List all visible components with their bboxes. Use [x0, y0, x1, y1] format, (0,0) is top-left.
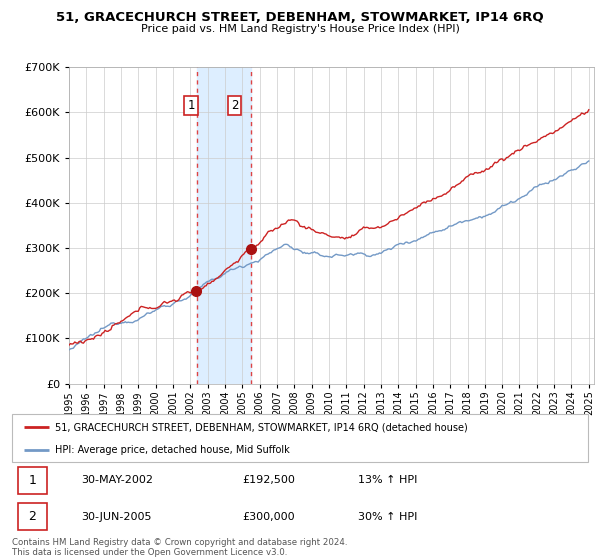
Text: 13% ↑ HPI: 13% ↑ HPI [358, 475, 417, 485]
Text: £300,000: £300,000 [242, 512, 295, 521]
FancyBboxPatch shape [18, 503, 47, 530]
Text: 30% ↑ HPI: 30% ↑ HPI [358, 512, 417, 521]
Text: 30-JUN-2005: 30-JUN-2005 [81, 512, 152, 521]
Text: £192,500: £192,500 [242, 475, 295, 485]
Text: 1: 1 [28, 474, 36, 487]
Text: 1: 1 [187, 99, 195, 111]
FancyBboxPatch shape [18, 466, 47, 494]
Text: 30-MAY-2002: 30-MAY-2002 [81, 475, 153, 485]
Text: Price paid vs. HM Land Registry's House Price Index (HPI): Price paid vs. HM Land Registry's House … [140, 24, 460, 34]
Text: HPI: Average price, detached house, Mid Suffolk: HPI: Average price, detached house, Mid … [55, 445, 290, 455]
Text: 51, GRACECHURCH STREET, DEBENHAM, STOWMARKET, IP14 6RQ (detached house): 51, GRACECHURCH STREET, DEBENHAM, STOWMA… [55, 422, 468, 432]
Text: 2: 2 [231, 99, 238, 111]
Text: Contains HM Land Registry data © Crown copyright and database right 2024.
This d: Contains HM Land Registry data © Crown c… [12, 538, 347, 557]
Bar [197, 67, 251, 384]
Text: 2: 2 [28, 510, 36, 523]
Text: 51, GRACECHURCH STREET, DEBENHAM, STOWMARKET, IP14 6RQ: 51, GRACECHURCH STREET, DEBENHAM, STOWMA… [56, 11, 544, 24]
